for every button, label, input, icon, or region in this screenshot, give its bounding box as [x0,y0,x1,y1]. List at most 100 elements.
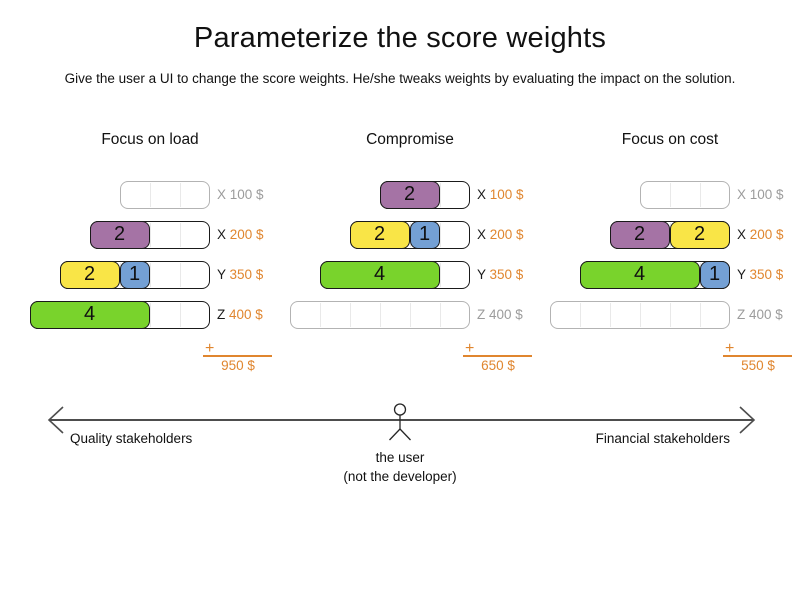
right-arrowhead-icon [739,406,756,434]
row-label-price: 350 $ [485,267,524,282]
sum-total: 950 $ [221,358,255,373]
cell-divider [179,263,181,287]
weight-block-green[interactable]: 4 [29,300,150,329]
cell-divider [149,303,151,327]
row-label: Y 350 $ [737,266,783,284]
weight-block-blue[interactable]: 1 [409,220,440,249]
page-subtitle: Give the user a UI to change the score w… [64,71,736,86]
row-label-letter: X [737,187,747,202]
row-label-price: 100 $ [746,187,784,202]
cell-divider [699,303,701,327]
cell-divider [669,303,671,327]
row-label: Y 350 $ [217,266,263,284]
cell-divider [149,263,151,287]
cell-divider [349,303,351,327]
weight-row[interactable]: 4 [319,260,470,289]
panel-title: Focus on load [101,131,199,148]
sum-total: 550 $ [741,358,775,373]
row-label-letter: X [737,227,747,242]
row-label-price: 350 $ [745,267,784,282]
cell-divider [579,303,581,327]
row-label-letter: Y [737,267,746,282]
cell-divider [439,223,441,247]
weight-block-yellow[interactable]: 2 [349,220,410,249]
row-label-letter: X [477,187,487,202]
weight-row[interactable] [550,301,730,329]
row-label: X 100 $ [477,186,524,204]
weight-row[interactable]: 2 [89,220,210,249]
sum-plus-sign: + [465,340,475,357]
financial-stakeholders-label: Financial stakeholders [595,431,730,446]
row-label-price: 400 $ [745,307,783,322]
weight-block-blue[interactable]: 1 [119,260,150,289]
row-label-letter: Z [737,307,746,322]
sum-total: 650 $ [481,358,515,373]
weight-row[interactable]: 2 [379,180,470,209]
row-label: Z 400 $ [217,306,263,324]
cell-divider [699,183,701,207]
row-label-price: 400 $ [225,307,263,322]
row-label-letter: X [477,227,487,242]
quality-stakeholders-label: Quality stakeholders [70,431,193,446]
cell-divider [179,183,181,207]
weight-row[interactable]: 4 [29,300,210,329]
user-label-line2: (not the developer) [343,469,457,484]
cell-divider [379,303,381,327]
sum-plus-sign: + [205,340,215,357]
left-arrowhead-icon [47,406,64,434]
row-label-price: 200 $ [226,227,264,242]
sum-plus-sign: + [725,340,735,357]
row-label-letter: Y [477,267,486,282]
cell-divider [639,303,641,327]
row-label: X 200 $ [737,226,784,244]
cell-divider [609,303,611,327]
weight-block-purple[interactable]: 2 [89,220,150,249]
row-label-letter: X [217,227,227,242]
cell-divider [409,303,411,327]
weight-block-green[interactable]: 4 [579,260,700,289]
row-label-price: 100 $ [226,187,264,202]
user-label-line1: the user [375,450,425,465]
row-label-price: 350 $ [225,267,264,282]
sum-line [723,355,792,357]
sum-line [203,355,272,357]
row-label: Z 400 $ [737,306,783,324]
weight-block-purple[interactable]: 2 [609,220,670,249]
cell-divider [149,223,151,247]
row-label-price: 400 $ [485,307,523,322]
weight-block-purple[interactable]: 2 [379,180,440,209]
row-label: X 200 $ [217,226,264,244]
cell-divider [439,263,441,287]
weight-block-yellow[interactable]: 2 [59,260,120,289]
panel-title: Compromise [366,131,454,148]
cell-divider [319,303,321,327]
row-label-price: 200 $ [746,227,784,242]
row-label: X 100 $ [217,186,264,204]
weight-row[interactable] [640,181,730,209]
weight-row[interactable] [290,301,470,329]
row-label-letter: Z [217,307,226,322]
row-label: X 200 $ [477,226,524,244]
page-title: Parameterize the score weights [193,22,607,54]
weight-block-green[interactable]: 4 [319,260,440,289]
weight-block-blue[interactable]: 1 [699,260,730,289]
row-label-letter: Z [477,307,486,322]
cell-divider [179,303,181,327]
row-label: Z 400 $ [477,306,523,324]
sum-line [463,355,532,357]
row-label-letter: X [217,187,227,202]
weight-row[interactable] [120,181,210,209]
stakeholder-axis [47,403,756,441]
weight-block-yellow[interactable]: 2 [669,220,730,249]
panel-title: Focus on cost [621,131,719,148]
row-label: Y 350 $ [477,266,523,284]
row-label-price: 200 $ [486,227,524,242]
row-label-letter: Y [217,267,226,282]
cell-divider [179,223,181,247]
row-label: X 100 $ [737,186,784,204]
